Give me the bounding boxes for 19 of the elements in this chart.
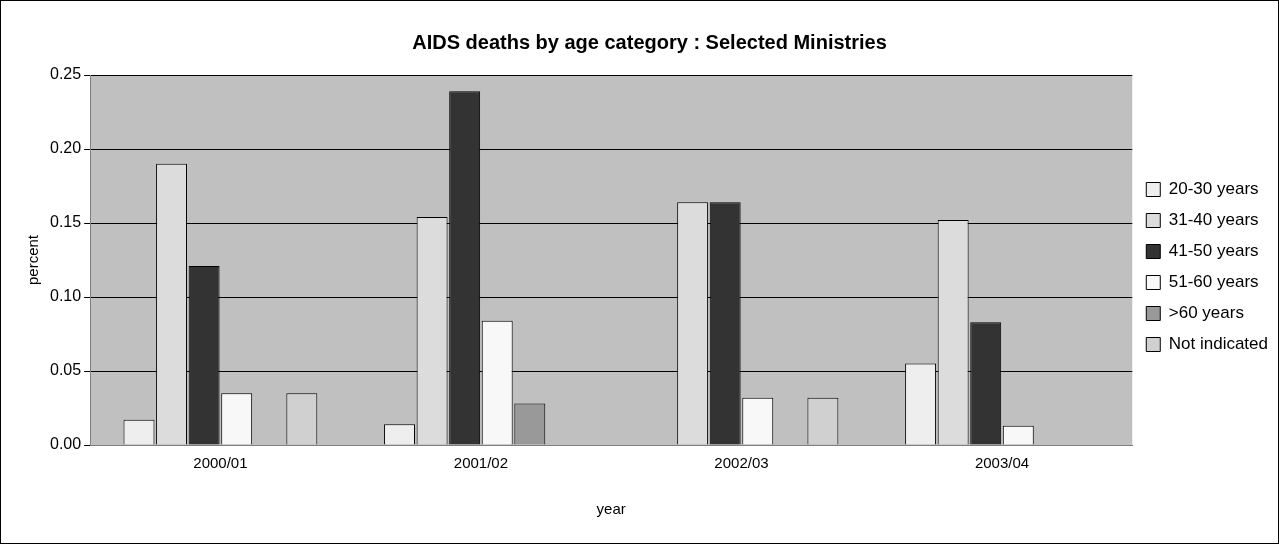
x-tick-label: 2003/04 xyxy=(974,454,1030,472)
y-tick-label: 0.20 xyxy=(50,139,82,157)
legend-label: 51-60 years xyxy=(1168,272,1259,292)
legend-label: 20-30 years xyxy=(1168,179,1259,199)
y-axis-title: percent xyxy=(24,234,42,286)
y-tick-label: 0.00 xyxy=(50,435,82,453)
x-tick-label: 2001/02 xyxy=(453,454,509,472)
y-tick-label: 0.15 xyxy=(50,213,82,231)
y-tick-label: 0.10 xyxy=(50,287,82,305)
y-tick-label: 0.05 xyxy=(50,361,82,379)
chart-title: AIDS deaths by age category : Selected Ministries xyxy=(412,30,887,53)
x-tick-label: 2000/01 xyxy=(193,454,248,472)
x-axis-title: year xyxy=(596,500,626,518)
y-tick-label: 0.25 xyxy=(50,65,82,83)
x-tick-label: 2002/03 xyxy=(714,454,769,472)
legend-label: 41-50 years xyxy=(1168,241,1259,261)
legend-label: Not indicated xyxy=(1168,334,1269,354)
legend-label: >60 years xyxy=(1168,303,1244,323)
legend-label: 31-40 years xyxy=(1168,210,1259,230)
